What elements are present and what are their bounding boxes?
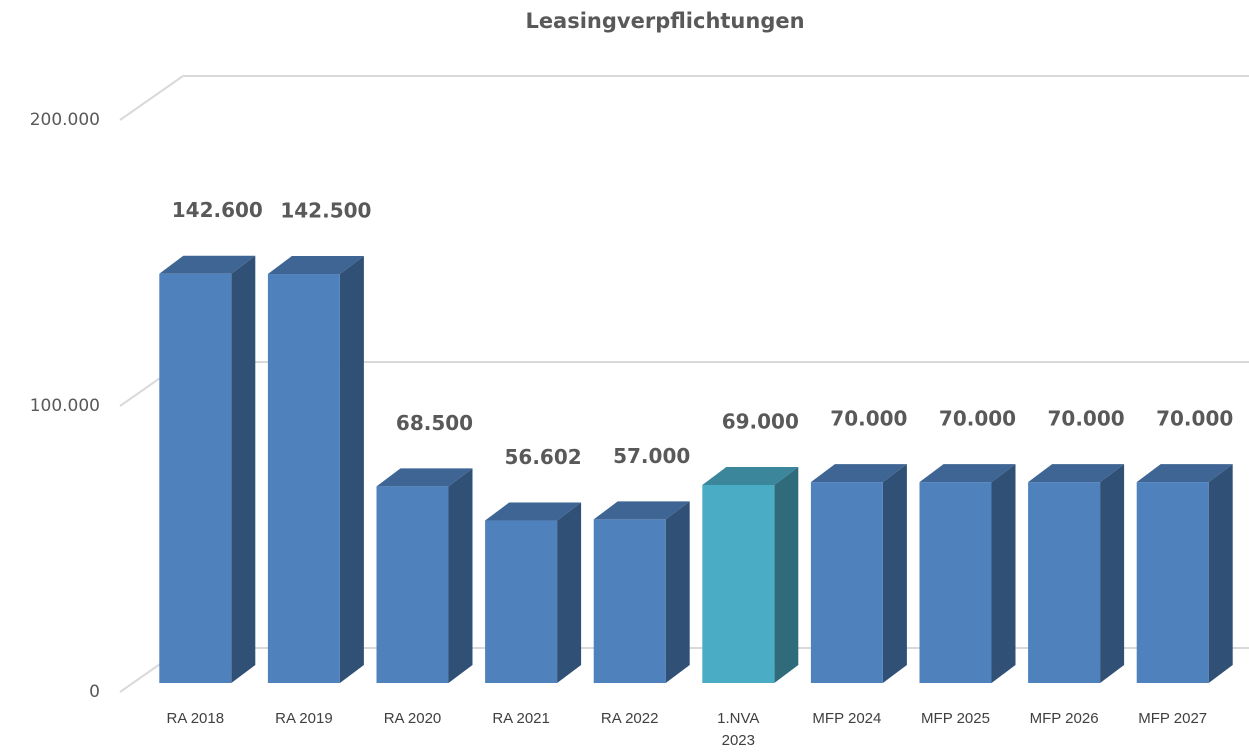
data-label: 70.000 [830,407,907,431]
bar-top [593,501,690,520]
bar-top [1136,464,1233,483]
data-label: 70.000 [1048,407,1125,431]
bar [376,486,449,683]
bar-side [339,256,364,683]
bar [1136,482,1209,683]
y-tick-label: 100.000 [30,396,100,416]
x-tick-label: MFP 2026 [1029,710,1099,727]
x-tick-label: MFP 2027 [1138,710,1208,727]
bar [919,482,992,683]
x-tick-label: RA 2019 [275,710,333,727]
bar [267,274,340,683]
data-label: 57.000 [613,444,690,468]
bar-side [1100,464,1125,683]
bar [702,484,775,683]
bar-side [1208,464,1233,683]
y-tick-label: 0 [89,682,100,702]
x-tick-label: MFP 2024 [812,710,882,727]
data-label: 142.500 [280,199,371,223]
bar-side [448,468,473,683]
bar [810,482,883,683]
y-tick-label: 200.000 [30,110,100,130]
bar-top [159,255,256,274]
bar-side [991,464,1016,683]
bar [1028,482,1101,683]
bar-top [1028,464,1125,483]
data-label: 68.500 [396,411,473,435]
bar [593,519,666,683]
bar-side [774,466,799,683]
bar-side [882,464,907,683]
bar-top [810,464,907,483]
bar-top [485,502,582,521]
data-label: 70.000 [1156,407,1233,431]
x-tick-label: RA 2022 [600,710,659,727]
data-label: 70.000 [939,407,1016,431]
bar-top [919,464,1016,483]
data-label: 69.000 [722,409,799,433]
bar-side [557,502,582,683]
bar-top [702,466,799,485]
x-tick-label: MFP 2025 [921,710,990,727]
bar-top [267,256,364,275]
data-label: 56.602 [505,445,582,469]
bar [485,520,558,683]
bar [159,273,232,683]
x-tick-label: RA 2018 [166,710,225,727]
x-tick-label: 1.NVA 2023 [717,710,760,749]
grid-line-depth [119,75,184,121]
bar-side [231,255,256,683]
chart-title: Leasingverpflichtungen [525,9,804,33]
bar-top [376,468,473,487]
bar-side [665,501,690,683]
x-tick-label: RA 2021 [492,710,550,727]
data-label: 142.600 [172,198,263,222]
x-tick-label: RA 2020 [383,710,442,727]
